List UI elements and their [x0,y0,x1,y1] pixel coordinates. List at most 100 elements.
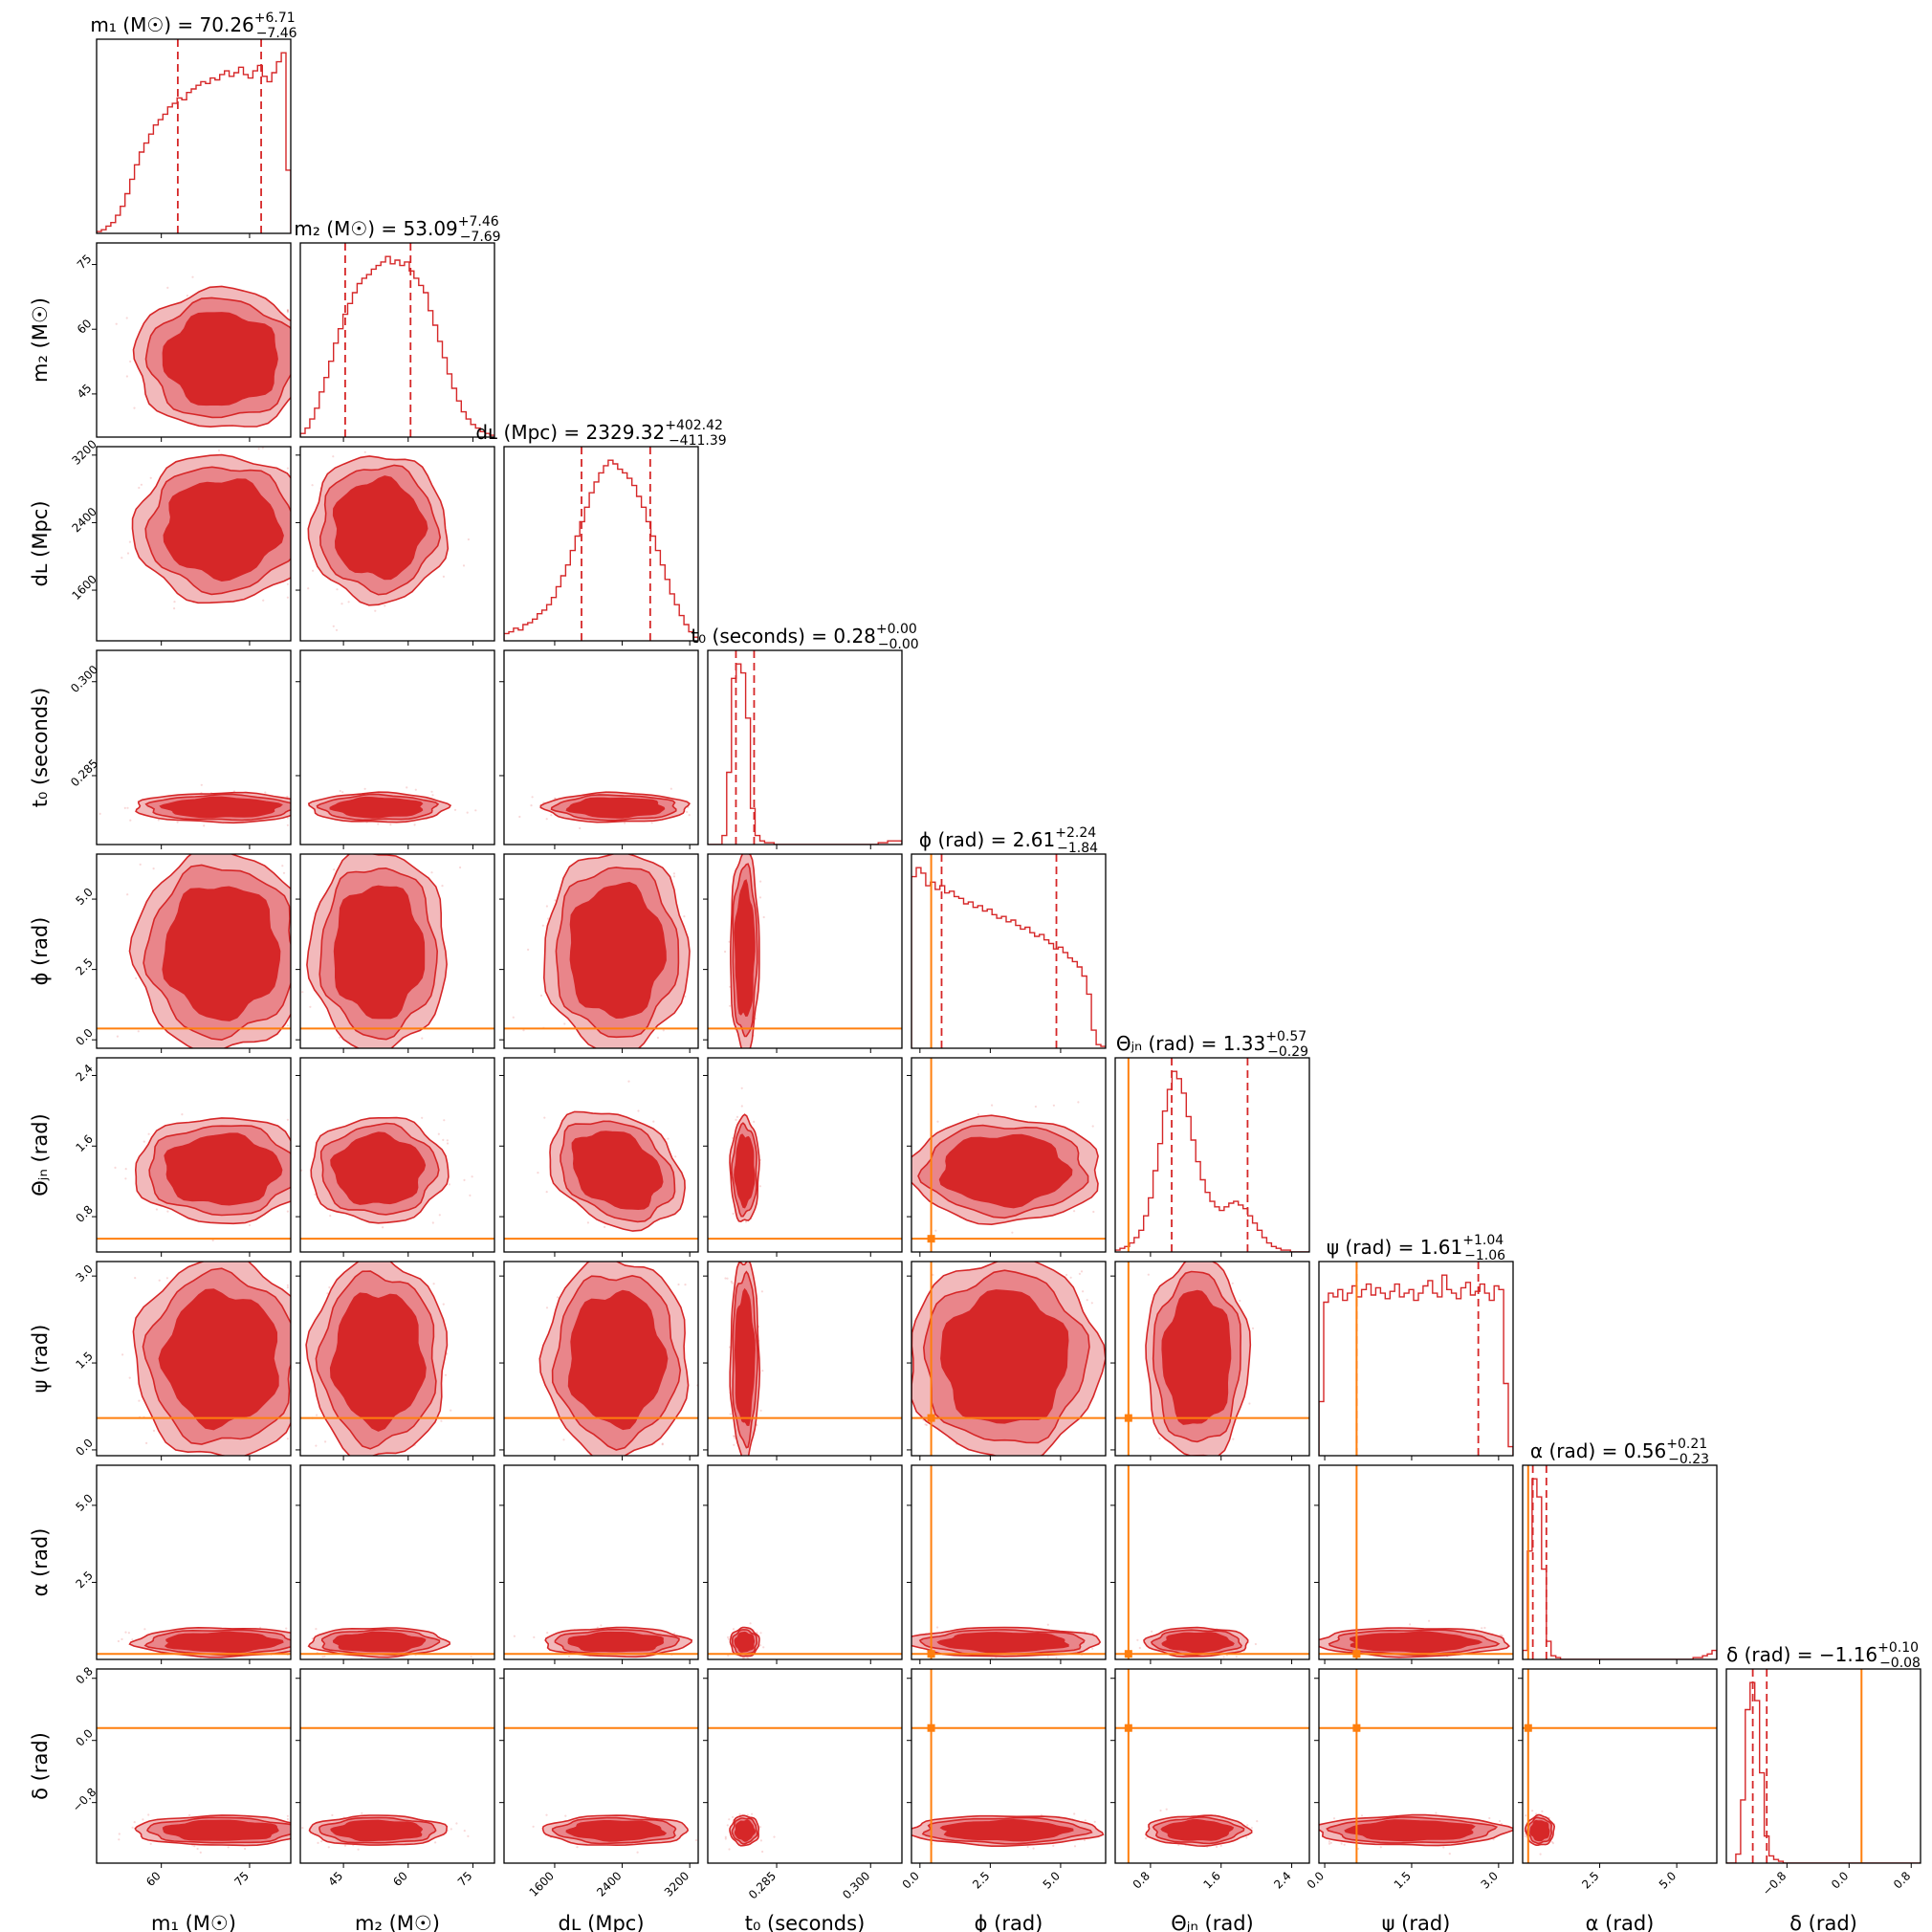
posterior-sample [936,1626,939,1629]
posterior-sample [1069,1276,1072,1279]
x-tick-label-m1: 60 [143,1869,164,1889]
contour-level-1 [569,881,667,1020]
posterior-sample [474,809,477,812]
posterior-sample [143,1628,146,1631]
posterior-sample [129,360,132,363]
posterior-sample [1219,1844,1222,1847]
posterior-sample [991,1104,994,1107]
truth-marker [1124,1414,1132,1422]
panel-plot-area [911,1058,1106,1252]
panel-title-dL: dʟ (Mpc) = 2329.32+402.42 −411.39 [475,418,726,449]
y-tick-label-t0: 0.285 [68,757,100,789]
posterior-sample [740,1087,743,1089]
posterior-sample [672,872,675,875]
posterior-sample [128,540,131,543]
posterior-sample [431,1221,434,1224]
posterior-sample [142,1818,144,1821]
posterior-sample [600,1624,603,1627]
panel-thetajn-psi [1110,1261,1310,1460]
posterior-sample [758,896,762,899]
posterior-sample [286,311,289,314]
posterior-sample [732,1212,735,1216]
posterior-sample [158,1279,161,1282]
panel-m1-delta: 60 75−0.80.00.8m₁ (M☉)δ (rad) [29,1664,292,1932]
posterior-sample [1084,1631,1087,1634]
posterior-sample [442,1138,445,1141]
x-axis-label-t0: t₀ (seconds) [745,1912,866,1932]
posterior-sample [1065,1273,1068,1277]
posterior-sample [672,875,676,878]
posterior-sample [286,596,289,599]
posterior-sample [729,1413,732,1416]
posterior-sample [753,1120,756,1123]
posterior-sample [1222,1656,1225,1658]
panel-plot-area [300,1262,494,1456]
posterior-sample [149,1842,152,1845]
contour-level-1 [734,1819,757,1842]
x-tick-label-m2: 60 [390,1869,410,1889]
posterior-sample [1138,1646,1141,1650]
y-tick-label-delta: 0.8 [73,1664,95,1686]
posterior-sample [382,1226,384,1229]
panel-t0-phi [703,853,903,1053]
contour-level-1 [164,1132,283,1206]
posterior-sample [579,826,582,830]
posterior-sample [286,308,289,312]
panel-m1-m1: m₁ (M☉) = 70.26+6.71 −7.46 [90,11,297,238]
posterior-sample [377,823,380,825]
posterior-sample [1046,1623,1049,1626]
posterior-sample [684,1284,687,1286]
posterior-sample [547,917,550,920]
posterior-sample [925,1423,928,1427]
x-axis-label-phi: ϕ (rad) [975,1912,1043,1932]
posterior-sample [759,1409,762,1412]
posterior-sample [286,582,289,585]
y-tick-label-psi: 0.0 [73,1436,95,1458]
posterior-sample [347,601,350,604]
contour-level-1 [567,1289,669,1431]
posterior-sample [286,1814,289,1817]
posterior-sample [545,905,548,908]
panel-title-t0: t₀ (seconds) = 0.28+0.00 −0.00 [691,622,918,652]
posterior-sample [329,1215,332,1218]
posterior-sample [131,1826,134,1829]
posterior-sample [1091,1125,1094,1128]
posterior-sample [335,628,339,631]
posterior-sample [732,1815,735,1818]
x-axis-label-dL: dʟ (Mpc) [558,1912,644,1932]
panel-plot-area [307,450,470,631]
posterior-sample [1082,1290,1085,1293]
panel-frame [1114,1464,1310,1660]
panel-frame [911,1261,1107,1457]
posterior-sample [1093,1820,1096,1823]
posterior-sample [1091,1632,1094,1635]
posterior-sample [301,1827,304,1830]
posterior-sample [650,822,653,824]
posterior-sample [157,819,160,822]
posterior-sample [281,865,284,867]
posterior-sample [728,1818,731,1821]
contour-level-1 [567,1631,665,1653]
posterior-sample [127,1632,130,1635]
panel-plot-area [708,1262,902,1456]
posterior-sample [726,1824,729,1827]
posterior-sample [339,789,341,793]
panel-m1-alpha: 2.55.0α (rad) [29,1464,292,1664]
panel-frame [299,649,495,845]
posterior-sample [545,1191,548,1194]
panel-frame [299,446,495,642]
x-tick-label-m2: 75 [455,1869,475,1889]
posterior-sample [652,1120,655,1123]
panel-plot-area [307,786,477,826]
posterior-sample [512,1016,515,1019]
y-tick-label-m2: 75 [75,252,95,272]
posterior-sample [147,1813,150,1816]
panel-frame [96,853,292,1049]
posterior-sample [166,286,169,289]
panel-t0-psi [703,1261,903,1460]
posterior-sample [539,994,543,997]
posterior-sample [733,1443,735,1446]
panel-plot-area [121,447,291,610]
posterior-sample [1158,1437,1161,1440]
